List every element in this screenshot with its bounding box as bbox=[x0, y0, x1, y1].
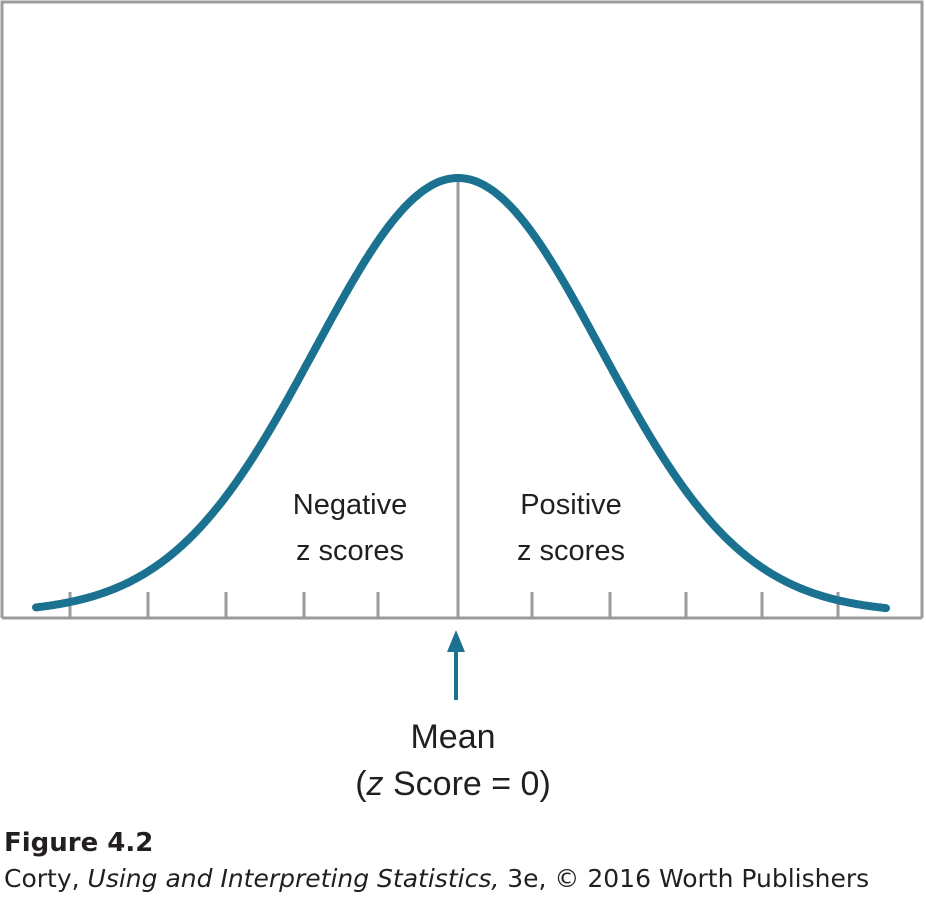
mean-zscore-label: (z Score = 0) bbox=[355, 765, 551, 803]
negative-label-line1: Negative bbox=[293, 489, 407, 521]
mean-arrow-icon bbox=[447, 630, 465, 652]
credit-author: Corty, bbox=[4, 864, 88, 893]
figure-credit: Corty, Using and Interpreting Statistics… bbox=[4, 864, 869, 893]
figure-number: Figure 4.2 bbox=[4, 828, 154, 858]
mean-label: Mean bbox=[410, 718, 495, 756]
axis-ticks bbox=[68, 592, 840, 618]
normal-curve bbox=[32, 174, 890, 613]
negative-label-line2: z scores bbox=[296, 535, 404, 567]
credit-book-title: Using and Interpreting Statistics, bbox=[87, 864, 500, 893]
positive-label-line2: z scores bbox=[517, 535, 625, 567]
mean-zscore-rest: Score = 0) bbox=[384, 765, 551, 803]
plot-frame bbox=[0, 0, 924, 618]
credit-rest: 3e, © 2016 Worth Publishers bbox=[499, 864, 870, 893]
positive-label-line1: Positive bbox=[520, 489, 622, 521]
mean-zscore-open: ( bbox=[355, 765, 367, 803]
mean-zscore-z: z bbox=[366, 765, 384, 803]
